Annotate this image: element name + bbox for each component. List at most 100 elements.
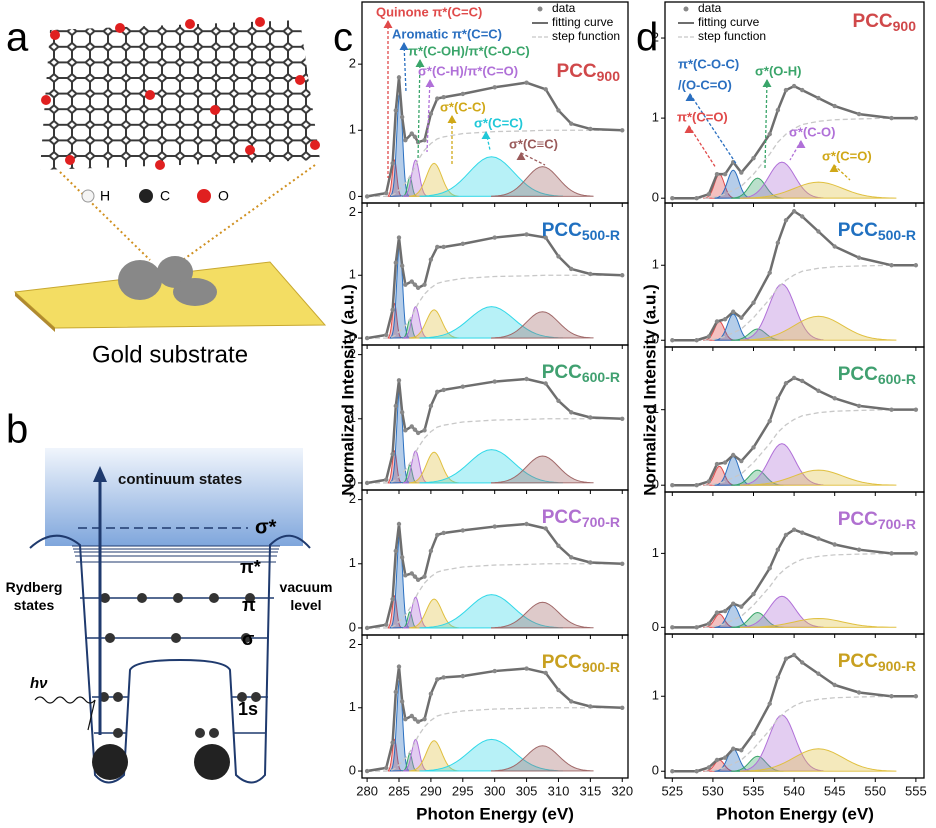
data-point <box>694 195 699 201</box>
data-point <box>569 699 574 704</box>
x-tick-label: 530 <box>702 783 724 798</box>
fitted-peak <box>739 595 824 628</box>
data-point <box>428 691 434 697</box>
data-point <box>775 240 781 245</box>
data-point <box>751 445 756 450</box>
panel-label: c <box>333 16 353 60</box>
fitted-peak <box>409 162 459 197</box>
data-point <box>543 87 548 92</box>
data-point <box>775 107 781 113</box>
photon-label: hν <box>30 675 48 692</box>
data-point <box>422 716 427 722</box>
annotation: π*(C-OH)/π*(C-O-C) <box>408 43 530 58</box>
fitting-curve <box>672 376 916 487</box>
data-point <box>428 548 434 554</box>
plot-area <box>364 232 625 341</box>
data-point <box>441 387 446 393</box>
data-point <box>396 235 402 240</box>
data-point <box>670 483 675 488</box>
data-point <box>588 126 593 132</box>
data-point <box>524 521 529 527</box>
data-point <box>751 591 756 597</box>
data-point <box>775 675 781 680</box>
graphene-sheet <box>40 17 320 170</box>
subplot: 0 1 2 PCC700-R <box>349 489 629 639</box>
data-point <box>384 765 389 771</box>
step-function <box>367 707 623 772</box>
data-point <box>409 424 414 429</box>
y-tick-label: 2 <box>349 491 356 506</box>
data-point <box>791 652 797 658</box>
data-point <box>415 577 421 583</box>
data-point <box>816 229 821 234</box>
y-tick-label: 1 <box>349 555 356 570</box>
title-main: PCC <box>838 509 878 530</box>
data-point <box>783 381 789 386</box>
title-sub: 900-R <box>878 658 916 674</box>
data-point <box>543 526 548 531</box>
data-point <box>694 769 699 774</box>
annotation-arrow <box>833 164 851 181</box>
data-point <box>832 542 837 547</box>
subplot-title: PCC600-R <box>542 362 620 385</box>
data-point <box>800 530 805 535</box>
subplot: 0 1 525 530 535 540 545 550 555 PCC900-R <box>652 633 927 798</box>
data-point <box>739 748 744 753</box>
data-point <box>556 254 561 259</box>
data-point <box>524 376 529 382</box>
title-sub: 700-R <box>878 516 916 532</box>
y-tick-label: 2 <box>349 346 356 361</box>
annotation-arrow <box>520 152 546 166</box>
data-point <box>364 768 370 774</box>
data-point <box>492 668 497 674</box>
data-point <box>409 571 414 576</box>
label-line: Rydberg <box>6 579 63 595</box>
step-function <box>367 563 623 629</box>
data-point <box>913 263 919 268</box>
fitted-peak <box>739 617 897 628</box>
data-point <box>722 171 728 177</box>
data-point <box>399 114 405 120</box>
arrow-head <box>684 125 694 133</box>
vacuum-label: vacuum level <box>280 579 333 613</box>
data-point <box>722 317 728 322</box>
data-point <box>460 673 465 679</box>
legend-label: step function <box>552 29 620 43</box>
arrow-head <box>93 466 107 482</box>
plot-area <box>364 664 625 774</box>
nucleus <box>92 744 128 780</box>
fitting-curve <box>366 233 623 340</box>
data-point <box>415 430 421 436</box>
y-tick-label: 0 <box>652 477 659 492</box>
data-point <box>767 565 772 571</box>
subplot-title: PCC900 <box>853 11 917 34</box>
data-point <box>694 483 699 488</box>
data-point <box>422 137 427 143</box>
legend-label: C <box>160 188 170 204</box>
title-main: PCC <box>838 220 878 241</box>
title-main: PCC <box>542 507 582 528</box>
fitting-curve <box>672 528 916 629</box>
data-point <box>412 134 418 140</box>
legend-label: step function <box>698 29 766 43</box>
plot-area <box>670 375 919 488</box>
data-point <box>396 75 402 80</box>
annotation-arrow <box>789 140 802 161</box>
data-point <box>722 755 728 760</box>
step-function <box>672 409 916 486</box>
data-point <box>714 461 720 467</box>
data-point <box>670 625 675 630</box>
data-point <box>620 705 625 710</box>
fitted-peak <box>739 181 897 199</box>
title-sub: 500-R <box>582 227 620 243</box>
data-point <box>460 384 465 389</box>
data-point <box>364 480 370 486</box>
data-point <box>435 96 440 101</box>
step-function <box>672 695 916 772</box>
data-point <box>422 428 427 433</box>
data-point <box>403 573 408 578</box>
annotation: π*(C-O-C) <box>678 56 739 71</box>
data-point <box>767 418 772 424</box>
